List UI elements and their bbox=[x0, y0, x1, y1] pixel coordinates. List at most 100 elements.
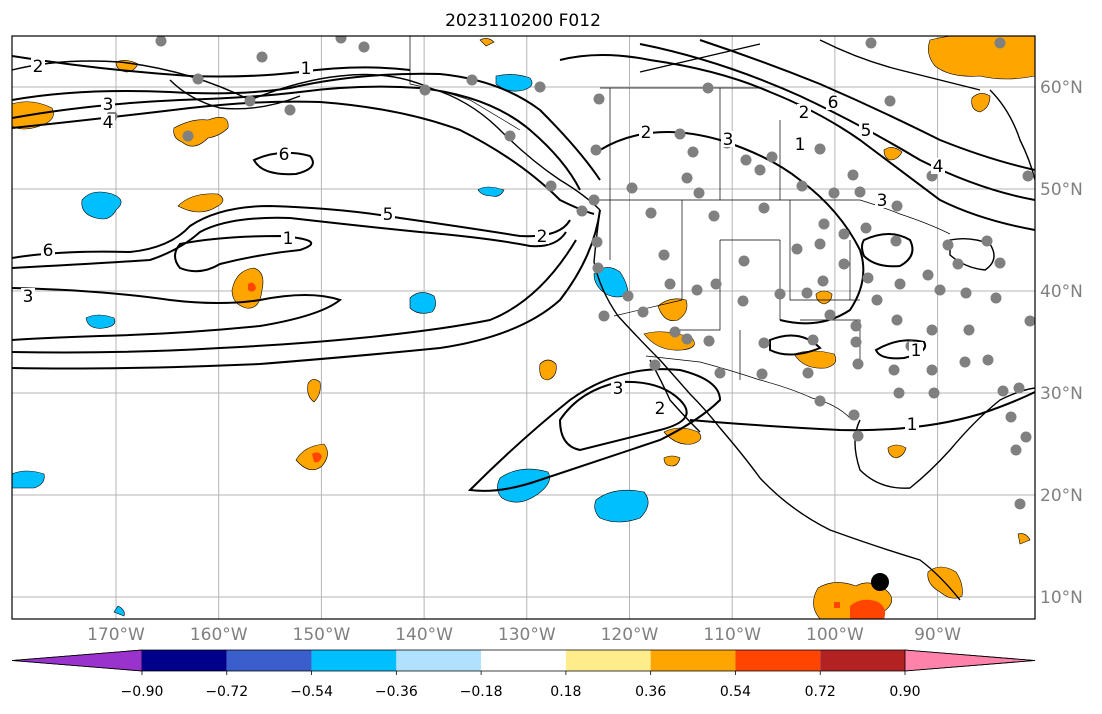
shade-cyan bbox=[409, 292, 436, 314]
contour-label-bg bbox=[535, 228, 549, 244]
shade-orange bbox=[295, 443, 328, 471]
contour-label: 3 bbox=[877, 191, 888, 211]
contour-line bbox=[174, 234, 313, 273]
contour-line bbox=[12, 239, 577, 354]
contour-line bbox=[12, 216, 567, 269]
contour-label: 2 bbox=[641, 123, 652, 143]
colorbar-extend-min bbox=[11, 649, 143, 672]
map-title: 2023110200 F012 bbox=[445, 11, 601, 31]
contour-label: 6 bbox=[828, 93, 839, 113]
contour-line bbox=[12, 55, 411, 78]
colorbar-swatch bbox=[226, 650, 312, 671]
shade-orange bbox=[479, 38, 495, 47]
colorbar-tick-label: −0.72 bbox=[205, 684, 248, 700]
contour-label-bg bbox=[31, 58, 45, 74]
lon-label: 130°W bbox=[498, 625, 556, 645]
shade-cyan bbox=[81, 191, 122, 220]
colorbar-tick-label: 0.54 bbox=[720, 684, 751, 700]
contour-label: 6 bbox=[43, 241, 54, 261]
contour-label-bg bbox=[611, 380, 625, 396]
border-us-canada bbox=[598, 199, 951, 235]
shade-orange bbox=[177, 193, 224, 213]
border-states bbox=[609, 200, 861, 380]
contour-label-bg bbox=[21, 288, 35, 304]
station-dots bbox=[106, 36, 1035, 510]
shade-orange bbox=[307, 379, 321, 403]
contour-line bbox=[559, 54, 1035, 231]
lon-label: 140°W bbox=[395, 625, 453, 645]
contour-line bbox=[12, 209, 601, 370]
latitude-labels: 60°N 50°N 40°N 30°N 20°N 10°N bbox=[1040, 78, 1083, 608]
lat-label: 20°N bbox=[1040, 486, 1083, 506]
border-us-mexico bbox=[645, 355, 851, 419]
colorbar-swatch bbox=[481, 650, 566, 671]
colorbar-tick-labels: −0.90 −0.72 −0.54 −0.36 −0.18 0.18 0.36 0.54 0.7… bbox=[121, 671, 921, 700]
contour-label-bg bbox=[101, 114, 115, 130]
contour-label: 3 bbox=[613, 379, 624, 399]
contour-label-bg bbox=[797, 104, 811, 120]
colorbar-extend-max bbox=[904, 649, 1036, 672]
shade-orange bbox=[539, 359, 557, 381]
contour-label: 1 bbox=[283, 229, 294, 249]
lon-label: 120°W bbox=[601, 625, 659, 645]
shade-orange bbox=[1017, 533, 1031, 545]
contour-label: 3 bbox=[103, 95, 114, 115]
contour-label-bg bbox=[101, 96, 115, 112]
contour-lines bbox=[12, 39, 1035, 492]
location-marker bbox=[871, 573, 889, 591]
lon-label: 90°W bbox=[914, 625, 961, 645]
contour-label-bg bbox=[793, 136, 807, 152]
colorbar bbox=[11, 649, 1036, 672]
contour-label: 3 bbox=[23, 287, 34, 307]
contour-line bbox=[467, 368, 722, 492]
contour-label-bg bbox=[721, 131, 735, 147]
shade-orange bbox=[231, 267, 264, 309]
contour-label: 5 bbox=[383, 205, 394, 225]
coastline-gulf bbox=[854, 387, 1035, 489]
contour-line bbox=[12, 100, 595, 215]
colorbar-tick-label: 0.18 bbox=[550, 684, 581, 700]
contour-label-bg bbox=[905, 416, 919, 432]
map-background bbox=[12, 36, 1035, 619]
lon-label: 160°W bbox=[190, 625, 248, 645]
contour-label-bg bbox=[639, 124, 653, 140]
contour-label-bg bbox=[277, 146, 291, 162]
contour-line bbox=[12, 204, 571, 259]
lat-label: 30°N bbox=[1040, 384, 1083, 404]
contour-label: 5 bbox=[861, 121, 872, 141]
contour-label: 2 bbox=[33, 57, 44, 77]
lon-label: 170°W bbox=[87, 625, 145, 645]
lat-label: 10°N bbox=[1040, 588, 1083, 608]
contour-label: 3 bbox=[723, 130, 734, 150]
contour-line bbox=[599, 131, 865, 325]
map-frame bbox=[11, 35, 1036, 620]
contour-label-bg bbox=[931, 158, 945, 174]
contour-line bbox=[639, 43, 1035, 201]
contour-label: 2 bbox=[537, 227, 548, 247]
contour-label: 6 bbox=[279, 145, 290, 165]
shade-cyan bbox=[113, 605, 125, 617]
shade-cyan bbox=[85, 314, 116, 329]
contour-line bbox=[769, 334, 822, 356]
contour-label: 2 bbox=[655, 399, 666, 419]
colorbar-tick-label: −0.54 bbox=[290, 684, 333, 700]
shade-orange bbox=[815, 290, 833, 305]
longitude-labels: 170°W 160°W 150°W 140°W 130°W 120°W 110°W 100°W… bbox=[87, 625, 961, 645]
contour-label: 4 bbox=[933, 157, 944, 177]
contour-label-bg bbox=[653, 400, 667, 416]
coastlines bbox=[12, 39, 1035, 601]
contour-label: 1 bbox=[911, 341, 922, 361]
colorbar-tick-label: 0.72 bbox=[805, 684, 836, 700]
contour-line bbox=[699, 39, 1035, 171]
shade-red bbox=[248, 282, 256, 292]
contour-label: 1 bbox=[795, 135, 806, 155]
colorbar-tick-label: −0.36 bbox=[375, 684, 418, 700]
contour-label: 2 bbox=[799, 103, 810, 123]
contour-line bbox=[12, 72, 601, 181]
contour-label-bg bbox=[299, 60, 313, 76]
contour-label-bg bbox=[875, 192, 889, 208]
contour-label-bg bbox=[826, 94, 840, 110]
contour-line bbox=[12, 85, 581, 191]
contour-label-bg bbox=[41, 242, 55, 258]
